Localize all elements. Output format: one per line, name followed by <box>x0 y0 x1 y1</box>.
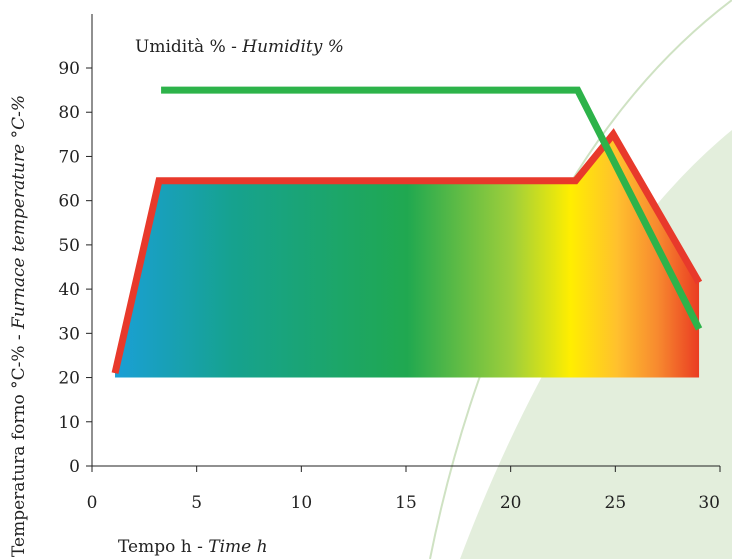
y-axis-ticks: 0 10 20 30 40 50 60 70 80 90 <box>58 59 92 477</box>
x-tick-label: 25 <box>605 493 627 513</box>
x-tick-label: 20 <box>500 493 522 513</box>
y-tick-label: 20 <box>58 369 80 389</box>
x-axis-title: Tempo h - Time h <box>118 537 268 557</box>
x-tick-label: 10 <box>291 493 313 513</box>
plot-area <box>111 86 703 378</box>
annotation-humidity: Umidità % - Humidity % <box>135 37 344 57</box>
series-line-humidity <box>161 86 703 331</box>
annotation-humidity-italic: Humidity % <box>241 37 344 57</box>
x-axis-ticks: 0 5 10 15 20 25 30 <box>87 466 721 513</box>
y-tick-label: 40 <box>58 280 80 300</box>
y-tick-label: 80 <box>58 103 80 123</box>
y-axis-title: Temperatura forno °C-% - Furnace tempera… <box>9 95 29 557</box>
y-tick-label: 90 <box>58 59 80 79</box>
x-tick-label: 15 <box>395 493 417 513</box>
x-tick-label: 30 <box>698 493 720 513</box>
x-tick-label: 5 <box>191 493 202 513</box>
x-axis-title-plain: Tempo h - <box>118 537 208 557</box>
axes: 0 10 20 30 40 50 60 70 80 90 0 5 10 15 20 25 30 <box>58 14 721 513</box>
y-tick-label: 30 <box>58 324 80 344</box>
y-axis-title-plain: Temperatura forno °C-% - <box>9 329 29 557</box>
series-line-temperature <box>111 128 703 374</box>
y-tick-label: 70 <box>58 147 80 167</box>
y-tick-label: 50 <box>58 236 80 256</box>
y-tick-label: 0 <box>69 457 80 477</box>
y-tick-label: 10 <box>58 413 80 433</box>
x-axis-title-italic: Time h <box>208 537 267 557</box>
y-axis-title-italic: Furnace temperature °C-% <box>9 95 29 330</box>
x-tick-label: 0 <box>87 493 98 513</box>
annotation-humidity-plain: Umidità % - <box>135 37 242 57</box>
temperature-area-fill <box>115 134 700 378</box>
y-tick-label: 60 <box>58 192 80 212</box>
